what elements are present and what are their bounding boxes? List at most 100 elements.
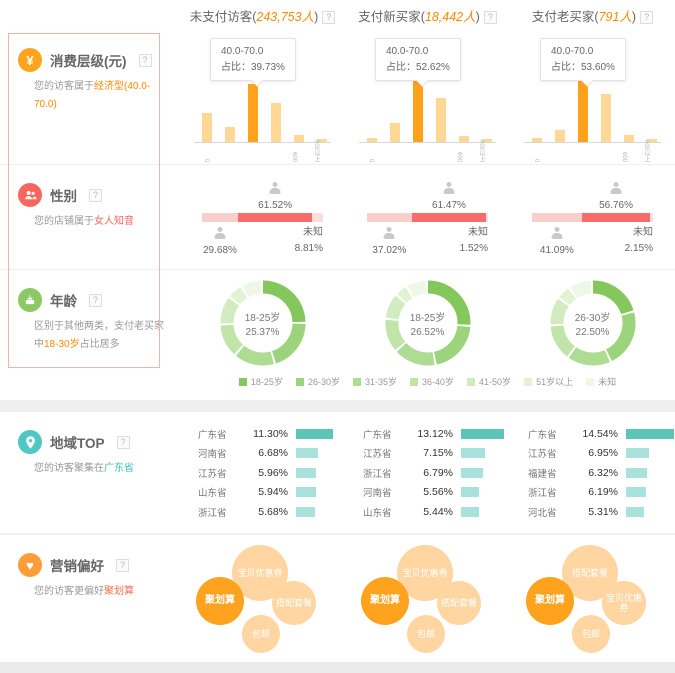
age-slice-51岁以上[interactable]: [548, 278, 638, 368]
marketing-bubble-right[interactable]: 搭配套餐: [272, 581, 316, 625]
age-slice-41-50岁[interactable]: [385, 280, 470, 366]
consumption-bar[interactable]: [624, 135, 634, 142]
region-bar[interactable]: [296, 487, 316, 498]
region-bar[interactable]: [626, 506, 644, 517]
region-bar[interactable]: [461, 487, 479, 498]
age-slice-18-25岁[interactable]: [220, 280, 305, 366]
section-gender: 性别 ? 您的店铺属于女人知音 61.52% 29.68% 未知 8.81% 61.4…: [0, 165, 675, 270]
cake-icon: [18, 288, 42, 312]
gender-segment-unknown[interactable]: [312, 213, 323, 222]
age-slice-未知[interactable]: [548, 278, 638, 368]
age-slice-31-35岁[interactable]: [218, 279, 306, 367]
consumption-bar[interactable]: [413, 66, 423, 142]
gender-segment-male[interactable]: [532, 213, 582, 222]
consumption-bar[interactable]: [436, 98, 446, 142]
consumption-bar[interactable]: [317, 139, 327, 142]
region-bar[interactable]: [461, 428, 504, 439]
header-count: 18,442人: [424, 9, 476, 24]
gender-segment-female[interactable]: [237, 213, 313, 222]
age-slice-51岁以上[interactable]: [383, 278, 473, 368]
region-bar[interactable]: [461, 467, 483, 478]
male-icon: [550, 227, 563, 239]
gender-segment-male[interactable]: [202, 213, 238, 222]
region-bar[interactable]: [296, 428, 333, 439]
age-slice-26-30岁[interactable]: [220, 280, 305, 366]
gender-segment-female[interactable]: [411, 213, 487, 222]
marketing-bubble-main[interactable]: 聚划算: [361, 577, 409, 625]
marketing-bubble-right[interactable]: 宝贝优惠券: [602, 581, 646, 625]
consumption-sidebar: ¥ 消费层级(元) ? 您的访客属于经济型(40.0-70.0): [0, 30, 180, 164]
gender-segment-female[interactable]: [581, 213, 651, 222]
age-slice-未知[interactable]: [218, 278, 308, 368]
age-slice-31-35岁[interactable]: [385, 280, 470, 366]
consumption-bar[interactable]: [294, 135, 304, 142]
region-bar[interactable]: [461, 448, 485, 459]
region-bar[interactable]: [296, 506, 315, 517]
consumption-bar[interactable]: [202, 113, 212, 142]
marketing-bubble-main[interactable]: 聚划算: [196, 577, 244, 625]
help-icon[interactable]: ?: [89, 188, 102, 202]
gender-segment-male[interactable]: [367, 213, 412, 222]
gender-segment-unknown[interactable]: [486, 213, 488, 222]
marketing-bubble-right[interactable]: 搭配套餐: [437, 581, 481, 625]
region-name: 河北省: [528, 507, 557, 519]
age-slice-36-40岁[interactable]: [383, 278, 473, 368]
header-unpaid-visitors: 未支付访客(243,753人)?: [180, 6, 345, 25]
region-percent: 5.44%: [423, 505, 453, 518]
region-name: 河南省: [363, 488, 392, 500]
region-bar[interactable]: [626, 448, 649, 459]
legend-swatch: [238, 377, 247, 386]
section-title: 地域TOP: [50, 436, 105, 451]
age-slice-18-25岁[interactable]: [385, 280, 470, 366]
region-name: 江苏省: [528, 449, 557, 461]
marketing-bubble-main[interactable]: 聚划算: [526, 577, 574, 625]
help-icon[interactable]: ?: [89, 293, 102, 307]
region-bar[interactable]: [461, 506, 479, 517]
header-label: ): [475, 9, 480, 24]
unknown-percent: 1.52%: [459, 242, 488, 254]
marketing-bubble-bottom[interactable]: 包邮: [572, 615, 610, 653]
female-stat: 56.76%: [599, 181, 633, 211]
consumption-bar[interactable]: [647, 139, 657, 142]
legend-item: 26-30岁: [295, 375, 340, 388]
age-slice-未知[interactable]: [383, 278, 473, 368]
age-slice-51岁以上[interactable]: [218, 278, 308, 368]
map-pin-icon: [18, 430, 42, 454]
age-slice-31-35岁[interactable]: [548, 278, 638, 368]
region-bar[interactable]: [626, 467, 647, 478]
consumption-bar[interactable]: [390, 123, 400, 142]
help-icon[interactable]: ?: [138, 53, 152, 67]
region-name: 广东省: [363, 429, 392, 441]
age-slice-18-25岁[interactable]: [550, 280, 635, 366]
help-icon[interactable]: ?: [116, 558, 129, 572]
consumption-bar[interactable]: [482, 139, 492, 142]
help-icon[interactable]: ?: [483, 10, 497, 24]
marketing-bubble-bottom[interactable]: 包邮: [242, 615, 280, 653]
region-name: 河南省: [198, 449, 227, 461]
region-bar[interactable]: [626, 487, 646, 498]
consumption-bar[interactable]: [555, 130, 565, 142]
region-bar[interactable]: [626, 428, 674, 439]
people-icon: [24, 190, 37, 199]
region-bar[interactable]: [296, 467, 316, 478]
consumption-bar[interactable]: [248, 84, 258, 142]
region-name: 江苏省: [198, 468, 227, 480]
consumption-bar[interactable]: [367, 138, 377, 142]
consumption-bar[interactable]: [601, 94, 611, 142]
help-icon[interactable]: ?: [640, 10, 654, 24]
x-axis-line: [359, 142, 496, 143]
help-icon[interactable]: ?: [322, 10, 336, 24]
consumption-bar[interactable]: [459, 136, 469, 142]
region-row: 浙江省 6.19%: [528, 483, 671, 503]
region-name: 山东省: [363, 507, 392, 519]
marketing-bubble-bottom[interactable]: 包邮: [407, 615, 445, 653]
region-percent: 6.95%: [588, 447, 618, 460]
region-bar[interactable]: [296, 448, 318, 459]
help-icon[interactable]: ?: [116, 435, 130, 449]
consumption-bar[interactable]: [225, 127, 235, 142]
consumption-bar[interactable]: [578, 64, 588, 142]
gender-segment-unknown[interactable]: [650, 213, 653, 222]
consumption-bar[interactable]: [532, 138, 542, 142]
consumption-bar[interactable]: [271, 103, 281, 142]
age-slice-41-50岁[interactable]: [220, 280, 306, 366]
